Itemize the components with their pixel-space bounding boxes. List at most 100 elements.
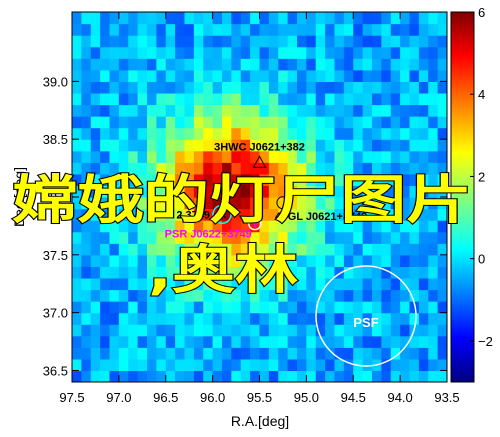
heatmap-cell [306, 150, 317, 163]
heatmap-cell [240, 231, 251, 244]
heatmap-cell [287, 220, 298, 233]
heatmap-cell [72, 301, 82, 314]
heatmap-cell [72, 139, 82, 152]
heatmap-cell [334, 35, 345, 48]
heatmap-cell [278, 347, 289, 360]
heatmap-cell [381, 58, 392, 71]
heatmap-cell [90, 69, 101, 82]
heatmap-cell [306, 104, 317, 117]
heatmap-cell [81, 12, 92, 13]
heatmap-cell [297, 197, 307, 210]
heatmap-cell [156, 312, 167, 325]
heatmap-cell [278, 185, 289, 198]
heatmap-cell [156, 335, 167, 348]
heatmap-cell [287, 231, 298, 244]
heatmap-cell [90, 12, 101, 25]
heatmap-cell [287, 12, 298, 25]
heatmap-cell [372, 231, 382, 244]
heatmap-cell [118, 220, 129, 233]
heatmap-cell [372, 12, 382, 13]
heatmap-cell [297, 46, 307, 59]
x-tick-label: 97.5 [59, 390, 84, 405]
heatmap-cell [428, 220, 439, 233]
heatmap-cell [128, 370, 139, 382]
heatmap-cell [156, 324, 167, 337]
heatmap-cell [212, 116, 223, 129]
heatmap-cell [231, 69, 242, 82]
heatmap-cell [287, 173, 298, 187]
heatmap-cell [325, 324, 336, 337]
heatmap-cell [109, 12, 120, 13]
heatmap-cell [109, 162, 120, 175]
heatmap-cell [231, 12, 242, 25]
heatmap-cell [231, 116, 242, 129]
heatmap-cell [109, 104, 120, 117]
heatmap-cell [437, 324, 447, 337]
heatmap-cell [147, 301, 157, 314]
heatmap-cell [222, 231, 232, 244]
heatmap-cell [240, 35, 251, 48]
heatmap-cell [222, 46, 232, 59]
heatmap-cell [297, 12, 307, 13]
heatmap-cell [381, 185, 392, 198]
heatmap-cell [297, 58, 307, 71]
heatmap-cell [259, 266, 270, 279]
heatmap-cell [175, 12, 186, 25]
heatmap-cell [297, 139, 307, 152]
heatmap-cell [128, 104, 139, 117]
heatmap-cell [325, 220, 336, 233]
heatmap-cell [147, 266, 157, 279]
heatmap-cell [437, 58, 447, 71]
heatmap-cell [381, 208, 392, 221]
heatmap-cell [147, 104, 157, 117]
heatmap-cell [72, 127, 82, 140]
heatmap-cell [72, 35, 82, 48]
heatmap-cell [72, 335, 82, 348]
heatmap-cell [334, 197, 345, 210]
heatmap-cell [259, 12, 270, 25]
heatmap-cell [118, 104, 129, 117]
heatmap-cell [147, 277, 157, 291]
heatmap-cell [343, 266, 354, 279]
heatmap-cell [362, 139, 373, 152]
heatmap-cell [428, 324, 439, 337]
watermark: 嫦娥的灯尸图片 ,奥林 [11, 170, 473, 302]
heatmap-cell [306, 35, 317, 48]
heatmap-cell [353, 104, 364, 117]
heatmap-cell [156, 301, 167, 314]
heatmap-cell [81, 324, 92, 337]
heatmap-cell [193, 35, 204, 48]
heatmap-cell [409, 289, 420, 302]
circle-marker [276, 196, 290, 210]
heatmap-cell [409, 139, 420, 152]
heatmap-cell [428, 266, 439, 279]
heatmap-cell [409, 35, 420, 48]
heatmap-cell [334, 104, 345, 117]
heatmap-cell [409, 12, 420, 13]
heatmap-cell [428, 173, 439, 187]
heatmap-cell [334, 277, 345, 291]
heatmap-cell [343, 208, 354, 221]
heatmap-cell [118, 35, 129, 48]
heatmap-cell [428, 335, 439, 348]
heatmap-cell [372, 254, 382, 267]
heatmap-cell [315, 335, 326, 348]
heatmap-cell [362, 58, 373, 71]
heatmap-cell [147, 358, 157, 372]
heatmap-cell [165, 185, 176, 198]
heatmap-cell [400, 173, 411, 187]
heatmap-cell [287, 335, 298, 348]
heatmap-cell [325, 243, 336, 256]
heatmap-cell [137, 46, 148, 59]
heatmap-cell [287, 289, 298, 302]
heatmap-cell [118, 150, 129, 163]
heatmap-cell [343, 231, 354, 244]
heatmap-cell [259, 150, 270, 163]
heatmap-cell [240, 243, 251, 256]
heatmap-cell [400, 266, 411, 279]
heatmap-cell [90, 12, 101, 13]
heatmap-cell [325, 162, 336, 175]
heatmap-cell [165, 139, 176, 152]
heatmap-cell [156, 358, 167, 372]
heatmap-cell [268, 46, 279, 59]
